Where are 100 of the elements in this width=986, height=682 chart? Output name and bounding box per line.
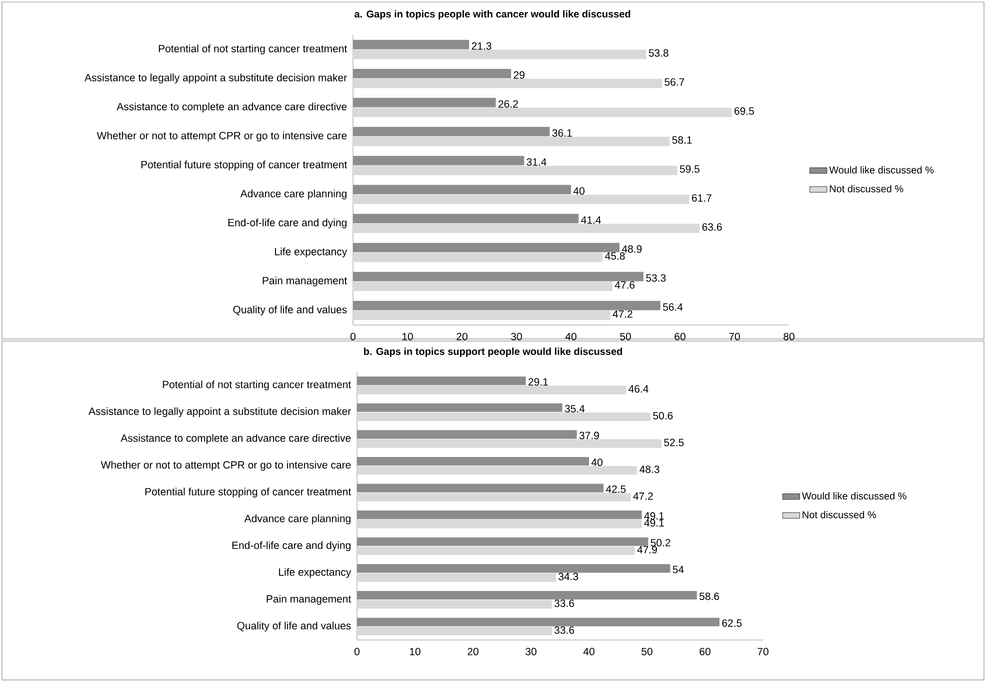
bar: [353, 194, 690, 204]
bar: [357, 546, 635, 556]
data-label: 53.8: [648, 49, 668, 57]
data-label: 42.5: [606, 485, 626, 493]
bar: [353, 156, 524, 166]
data-label: 21.3: [472, 42, 492, 50]
data-label: 54: [672, 566, 684, 574]
data-label: 33.6: [554, 600, 574, 608]
bar: [353, 126, 550, 136]
chart-title: b. Gaps in topics support people would like discussed: [364, 348, 622, 357]
y-tick-label: Assistance to complete an advance care directive: [120, 434, 351, 444]
y-tick-label: Assistance to legally appoint a substitute decision maker: [84, 74, 347, 84]
bar: [353, 224, 700, 234]
bar: [353, 272, 644, 282]
data-label: 36.1: [552, 129, 572, 137]
y-tick-label: Life expectancy: [279, 568, 352, 578]
bar: [357, 492, 631, 502]
legend-label: Would like discussed %: [829, 166, 934, 174]
data-label: 29.1: [528, 378, 548, 386]
bar: [353, 108, 732, 118]
y-tick-label: Whether or not to attempt CPR or go to intensive care: [96, 132, 347, 142]
y-tick-label: Advance care planning: [244, 514, 350, 524]
bar: [357, 439, 662, 448]
y-tick-label: Quality of life and values: [237, 622, 351, 632]
y-tick-label: Quality of life and values: [233, 306, 347, 316]
bar: [357, 573, 556, 582]
bar: [353, 252, 603, 262]
bar: [353, 136, 670, 146]
bar: [353, 242, 620, 252]
bar: [353, 214, 579, 224]
x-tick-label: 40: [565, 332, 576, 340]
x-tick-label: 10: [410, 648, 420, 656]
data-label: 52.5: [664, 438, 684, 446]
x-tick-label: 40: [583, 648, 594, 656]
x-tick-label: 0: [354, 648, 360, 656]
data-label: 37.9: [579, 432, 599, 440]
data-label: 33.6: [554, 626, 574, 634]
data-label: 49.1: [644, 519, 664, 527]
y-tick-label: Potential future stopping of cancer treatment: [145, 488, 352, 498]
x-tick-label: 50: [642, 648, 652, 656]
x-tick-label: 30: [526, 648, 536, 656]
data-label: 53.3: [646, 274, 666, 282]
data-label: 40: [591, 458, 602, 466]
data-label: 69.5: [734, 107, 754, 115]
bar: [357, 510, 642, 520]
data-label: 62.5: [722, 619, 742, 627]
data-label: 63.6: [702, 223, 722, 231]
x-tick-label: 0: [350, 332, 356, 340]
y-tick-label: Advance care planning: [240, 190, 346, 200]
data-label: 29: [514, 71, 524, 79]
bar: [353, 282, 612, 292]
y-tick-label: Assistance to legally appoint a substitute decision maker: [88, 407, 351, 418]
data-label: 35.4: [564, 404, 585, 412]
x-tick-label: 30: [511, 332, 522, 340]
data-label: 34.3: [558, 572, 578, 580]
bar: [353, 68, 512, 78]
data-label: 58.1: [672, 136, 692, 144]
data-label: 48.9: [622, 245, 642, 253]
bar: [357, 403, 562, 412]
y-tick-label: Pain management: [266, 594, 352, 605]
y-tick-label: Potential future stopping of cancer treatment: [141, 160, 348, 170]
y-tick-label: Life expectancy: [275, 248, 348, 258]
bar: [353, 50, 646, 60]
bar: [357, 618, 720, 626]
data-label: 26.2: [498, 100, 518, 108]
bar: [357, 484, 604, 492]
data-label: 47.2: [612, 310, 632, 318]
bar: [357, 520, 642, 528]
x-tick-label: 70: [758, 648, 768, 656]
bar: [353, 300, 660, 310]
x-tick-label: 20: [468, 648, 478, 656]
bar: [357, 590, 697, 600]
data-label: 47.2: [633, 492, 653, 500]
legend-label: Not discussed %: [802, 510, 876, 518]
bar: [357, 376, 526, 386]
bar: [357, 564, 670, 573]
bar: [357, 466, 638, 475]
x-tick-label: 20: [456, 332, 468, 340]
x-tick-label: 80: [784, 332, 794, 340]
data-label: 50.6: [653, 412, 673, 420]
bar: [357, 430, 577, 439]
bar: [353, 40, 470, 50]
y-tick-label: Assistance to complete an advance care directive: [116, 102, 347, 112]
data-label: 46.4: [628, 385, 648, 393]
data-label: 48.3: [640, 466, 660, 474]
bar: [353, 184, 571, 194]
data-label: 47.6: [614, 281, 635, 289]
x-tick-label: 10: [402, 332, 413, 340]
bar: [357, 386, 626, 394]
y-tick-label: Whether or not to attempt CPR or go to intensive care: [100, 460, 351, 471]
legend-label: Would like discussed %: [802, 492, 906, 500]
x-tick-label: 60: [674, 332, 686, 340]
data-label: 45.8: [605, 252, 625, 260]
data-label: 56.7: [664, 78, 684, 86]
y-tick-label: Potential of not starting cancer treatment: [158, 44, 348, 54]
y-tick-label: Potential of not starting cancer treatment: [162, 380, 352, 390]
data-label: 40: [573, 187, 584, 195]
bar: [353, 166, 678, 176]
x-tick-label: 50: [620, 332, 631, 340]
y-tick-label: End-of-life care and dying: [232, 541, 350, 552]
